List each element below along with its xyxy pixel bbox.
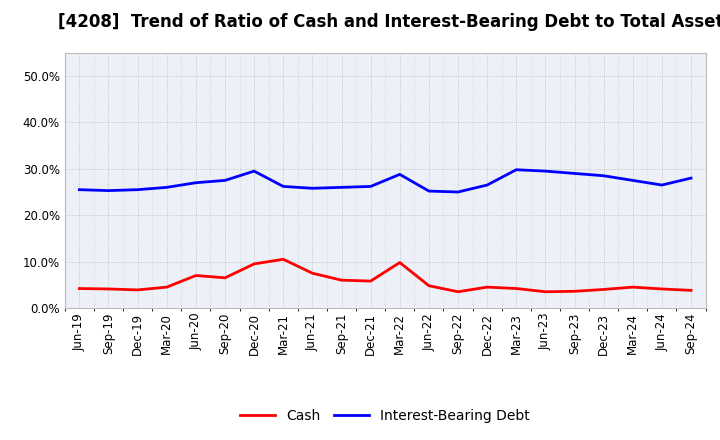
Cash <box>250 261 258 267</box>
Interest-Bearing Debt <box>163 185 171 190</box>
Interest-Bearing Debt <box>454 189 462 194</box>
Line: Interest-Bearing Debt: Interest-Bearing Debt <box>79 170 691 192</box>
Text: [4208]  Trend of Ratio of Cash and Interest-Bearing Debt to Total Assets: [4208] Trend of Ratio of Cash and Intere… <box>58 13 720 31</box>
Cash <box>220 275 229 280</box>
Cash <box>366 279 375 284</box>
Cash <box>279 257 287 262</box>
Cash <box>425 283 433 288</box>
Interest-Bearing Debt <box>104 188 113 193</box>
Cash <box>75 286 84 291</box>
Interest-Bearing Debt <box>425 188 433 194</box>
Legend: Cash, Interest-Bearing Debt: Cash, Interest-Bearing Debt <box>235 403 536 429</box>
Interest-Bearing Debt <box>512 167 521 172</box>
Cash <box>192 273 200 278</box>
Cash <box>570 289 579 294</box>
Line: Cash: Cash <box>79 259 691 292</box>
Interest-Bearing Debt <box>687 176 696 181</box>
Cash <box>483 285 492 290</box>
Interest-Bearing Debt <box>133 187 142 192</box>
Cash <box>512 286 521 291</box>
Cash <box>454 289 462 294</box>
Interest-Bearing Debt <box>366 184 375 189</box>
Interest-Bearing Debt <box>629 178 637 183</box>
Cash <box>308 271 317 276</box>
Interest-Bearing Debt <box>250 169 258 174</box>
Cash <box>163 285 171 290</box>
Interest-Bearing Debt <box>192 180 200 185</box>
Interest-Bearing Debt <box>75 187 84 192</box>
Cash <box>657 286 666 292</box>
Interest-Bearing Debt <box>570 171 579 176</box>
Cash <box>629 285 637 290</box>
Interest-Bearing Debt <box>541 169 550 174</box>
Cash <box>687 288 696 293</box>
Interest-Bearing Debt <box>599 173 608 178</box>
Interest-Bearing Debt <box>483 183 492 188</box>
Cash <box>337 278 346 283</box>
Cash <box>541 289 550 294</box>
Interest-Bearing Debt <box>279 184 287 189</box>
Interest-Bearing Debt <box>308 186 317 191</box>
Interest-Bearing Debt <box>395 172 404 177</box>
Cash <box>104 286 113 292</box>
Cash <box>133 287 142 293</box>
Cash <box>395 260 404 265</box>
Interest-Bearing Debt <box>657 183 666 188</box>
Interest-Bearing Debt <box>337 185 346 190</box>
Interest-Bearing Debt <box>220 178 229 183</box>
Cash <box>599 287 608 292</box>
